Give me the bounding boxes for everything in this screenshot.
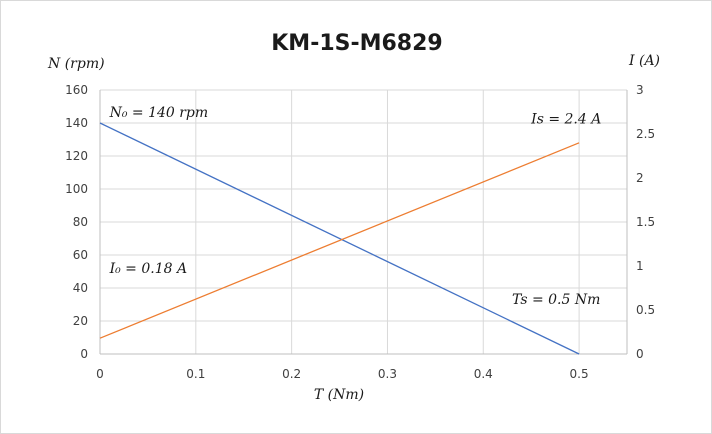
- current-series-line: [99, 142, 580, 339]
- y-left-tick-label: 160: [65, 83, 88, 97]
- speed-series-line: [99, 122, 580, 355]
- annotation-label: Is = 2.4 A: [530, 112, 601, 128]
- gridlines: [100, 89, 627, 354]
- x-tick-label: 0.3: [378, 367, 397, 381]
- y-axis-right-title: I (A): [628, 53, 660, 69]
- y-right-tick-label: 1.5: [636, 215, 655, 229]
- y-right-tick-label: 2.5: [636, 127, 655, 141]
- y-left-tick-label: 120: [65, 149, 88, 163]
- y-left-tick-label: 100: [65, 182, 88, 196]
- y-right-tick-label: 1: [636, 259, 644, 273]
- annotations: N₀ = 140 rpm Is = 2.4 A I₀ = 0.18 A Ts = 0.…: [109, 105, 602, 308]
- y-left-tick-label: 0: [80, 347, 88, 361]
- y-right-tick-label: 0: [636, 347, 644, 361]
- y-left-tick-label: 40: [73, 281, 88, 295]
- x-tick-label: 0.5: [570, 367, 589, 381]
- axes: [99, 90, 628, 355]
- y-left-tick-label: 140: [65, 116, 88, 130]
- y-left-tick-label: 80: [73, 215, 88, 229]
- y-axis-left-title: N (rpm): [47, 56, 105, 72]
- y-right-tick-label: 3: [636, 83, 644, 97]
- y-left-tick-label: 60: [73, 248, 88, 262]
- x-tick-label: 0: [96, 367, 104, 381]
- chart-title: KM-1S-M6829: [271, 31, 443, 56]
- annotation-label: I₀ = 0.18 A: [109, 261, 188, 277]
- x-tick-label: 0.2: [282, 367, 301, 381]
- y-left-tick-label: 20: [73, 314, 88, 328]
- tick-labels: 0 20 40 60 80 100 120 140 160 0 0.1 0.2 0.3 0.4 0.5 0 0.…: [65, 83, 655, 381]
- y-right-tick-label: 2: [636, 171, 644, 185]
- y-right-tick-label: 0.5: [636, 303, 655, 317]
- x-axis-title: T (Nm): [314, 387, 364, 403]
- annotation-label: Ts = 0.5 Nm: [512, 292, 600, 308]
- annotation-label: N₀ = 140 rpm: [109, 105, 209, 121]
- series: [99, 122, 580, 355]
- x-tick-label: 0.4: [474, 367, 493, 381]
- x-tick-label: 0.1: [186, 367, 205, 381]
